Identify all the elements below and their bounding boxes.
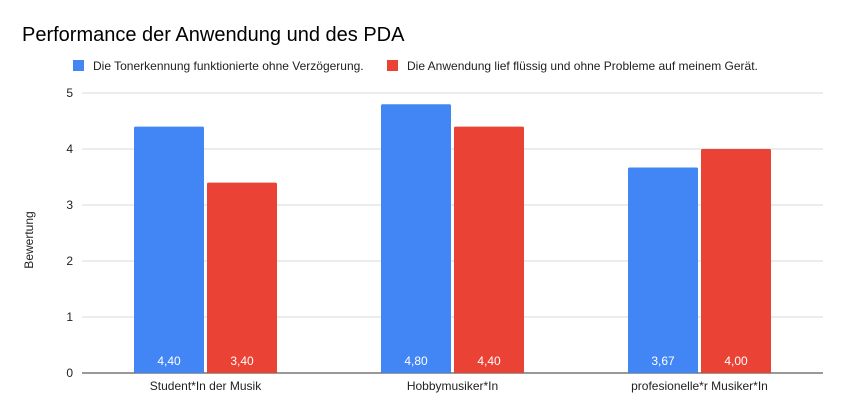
y-tick-label: 4	[66, 142, 73, 156]
legend-swatch-1	[73, 60, 84, 71]
x-category-label: profesionelle*r Musiker*In	[631, 379, 768, 393]
data-label-series1-cat3: 3,67	[651, 354, 675, 368]
x-category-label: Student*In der Musik	[150, 379, 262, 393]
data-label-series2-cat3: 4,00	[724, 354, 748, 368]
bar-series1-cat2	[381, 104, 451, 373]
data-label-series2-cat2: 4,40	[477, 354, 501, 368]
legend-label-2: Die Anwendung lief flüssig und ohne Prob…	[407, 59, 758, 73]
y-tick-label: 0	[66, 366, 73, 380]
y-axis-ticks: 0 1 2 3 4 5	[66, 86, 73, 380]
bar-series2-cat2	[454, 126, 524, 373]
bar-series2-cat3	[701, 149, 771, 373]
legend-swatch-2	[387, 60, 398, 71]
data-label-series1-cat1: 4,40	[157, 354, 181, 368]
bar-series1-cat3	[628, 167, 698, 373]
y-tick-label: 5	[66, 86, 73, 100]
x-axis-categories: Student*In der Musik Hobbymusiker*In profe…	[150, 379, 768, 393]
y-tick-label: 2	[66, 254, 73, 268]
y-tick-label: 3	[66, 198, 73, 212]
chart-title: Performance der Anwendung und des PDA	[22, 24, 405, 46]
gridlines	[82, 92, 823, 374]
x-category-label: Hobbymusiker*In	[407, 379, 498, 393]
legend-label-1: Die Tonerkennung funktionierte ohne Verz…	[93, 59, 364, 73]
bar-series2-cat1	[207, 182, 277, 373]
y-tick-label: 1	[66, 310, 73, 324]
bars	[134, 104, 771, 373]
data-label-series2-cat1: 3,40	[230, 354, 254, 368]
legend: Die Tonerkennung funktionierte ohne Verz…	[73, 59, 758, 73]
data-labels: 4,40 3,40 4,80 4,40 3,67 4,00	[157, 354, 748, 368]
y-axis-title: Bewertung	[22, 211, 36, 268]
bar-series1-cat1	[134, 126, 204, 373]
data-label-series1-cat2: 4,80	[404, 354, 428, 368]
